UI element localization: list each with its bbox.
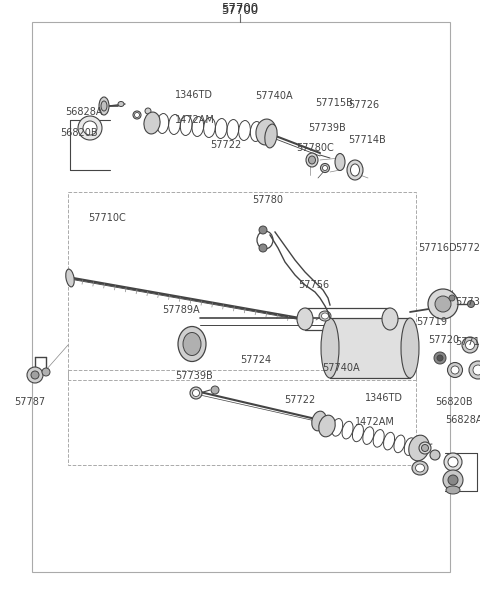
Ellipse shape: [447, 362, 463, 378]
Text: 57780C: 57780C: [296, 143, 334, 153]
Ellipse shape: [416, 464, 424, 472]
Ellipse shape: [437, 355, 443, 361]
Text: 57722: 57722: [210, 140, 241, 150]
Ellipse shape: [347, 160, 363, 180]
Text: 1472AM: 1472AM: [355, 417, 395, 427]
Ellipse shape: [178, 327, 206, 362]
Text: 57716D: 57716D: [418, 243, 456, 253]
Text: 57720: 57720: [428, 335, 459, 345]
Ellipse shape: [382, 308, 398, 330]
Circle shape: [428, 289, 458, 319]
Text: 57780: 57780: [252, 195, 283, 205]
Text: 57725: 57725: [455, 243, 480, 253]
Ellipse shape: [265, 124, 277, 148]
Ellipse shape: [83, 121, 97, 135]
Ellipse shape: [118, 102, 124, 106]
Text: 56828A: 56828A: [65, 107, 103, 117]
Text: 57719: 57719: [416, 317, 447, 327]
Circle shape: [435, 296, 451, 312]
Circle shape: [27, 367, 43, 383]
Text: 1346TD: 1346TD: [175, 90, 213, 100]
Ellipse shape: [256, 119, 276, 145]
Circle shape: [31, 371, 39, 379]
Circle shape: [468, 301, 475, 308]
Ellipse shape: [145, 108, 151, 114]
Circle shape: [448, 475, 458, 485]
Text: 57715B: 57715B: [315, 98, 353, 108]
Text: 57740A: 57740A: [255, 91, 293, 101]
Ellipse shape: [469, 361, 480, 379]
Text: 57726: 57726: [348, 100, 379, 110]
Ellipse shape: [419, 442, 431, 454]
Text: 57714B: 57714B: [348, 135, 386, 145]
Ellipse shape: [322, 313, 328, 319]
Ellipse shape: [183, 333, 201, 355]
Bar: [68, 370, 416, 465]
Bar: [68, 192, 416, 380]
Circle shape: [42, 368, 50, 376]
Circle shape: [259, 244, 267, 252]
Ellipse shape: [312, 411, 326, 431]
Ellipse shape: [321, 163, 329, 172]
Ellipse shape: [321, 318, 339, 378]
Ellipse shape: [78, 116, 102, 140]
Text: 56820B: 56820B: [435, 397, 473, 407]
Ellipse shape: [144, 112, 160, 134]
Ellipse shape: [409, 435, 429, 461]
Ellipse shape: [323, 166, 327, 170]
Text: 57756: 57756: [298, 280, 329, 290]
Ellipse shape: [448, 457, 458, 467]
Ellipse shape: [309, 156, 315, 164]
Text: 57737: 57737: [455, 297, 480, 307]
Text: 57718A: 57718A: [455, 337, 480, 347]
Ellipse shape: [430, 450, 440, 460]
Ellipse shape: [444, 453, 462, 471]
Ellipse shape: [350, 164, 360, 176]
Ellipse shape: [190, 387, 202, 399]
Ellipse shape: [446, 486, 460, 494]
Ellipse shape: [473, 365, 480, 375]
Text: 57787: 57787: [14, 397, 45, 407]
Ellipse shape: [319, 415, 335, 437]
Ellipse shape: [412, 461, 428, 475]
Text: 57722: 57722: [284, 395, 315, 405]
Ellipse shape: [335, 153, 345, 170]
Text: 1472AM: 1472AM: [175, 115, 215, 125]
Ellipse shape: [401, 318, 419, 378]
Ellipse shape: [319, 311, 331, 321]
Text: 57710C: 57710C: [88, 213, 126, 223]
Bar: [32, 22, 450, 572]
Ellipse shape: [451, 366, 459, 374]
Text: 57789A: 57789A: [162, 305, 200, 315]
Bar: [330, 318, 410, 378]
Ellipse shape: [133, 111, 141, 119]
Ellipse shape: [134, 112, 140, 118]
Text: 57740A: 57740A: [322, 363, 360, 373]
Text: 57724: 57724: [240, 355, 271, 365]
Text: 57700: 57700: [221, 2, 259, 15]
Text: 56828A: 56828A: [445, 415, 480, 425]
Ellipse shape: [101, 101, 107, 111]
Text: 1346TD: 1346TD: [365, 393, 403, 403]
Ellipse shape: [434, 352, 446, 364]
Ellipse shape: [306, 153, 318, 167]
Ellipse shape: [99, 97, 109, 115]
Ellipse shape: [211, 386, 219, 394]
Ellipse shape: [462, 337, 478, 353]
Ellipse shape: [466, 340, 475, 349]
Ellipse shape: [421, 444, 429, 451]
Text: 57700: 57700: [221, 4, 259, 17]
Circle shape: [259, 226, 267, 234]
Text: 57739B: 57739B: [308, 123, 346, 133]
Circle shape: [443, 470, 463, 490]
Text: 57739B: 57739B: [175, 371, 213, 381]
Circle shape: [449, 295, 455, 301]
Ellipse shape: [192, 390, 200, 397]
Ellipse shape: [66, 269, 74, 287]
Text: 56820B: 56820B: [60, 128, 97, 138]
Ellipse shape: [297, 308, 313, 330]
